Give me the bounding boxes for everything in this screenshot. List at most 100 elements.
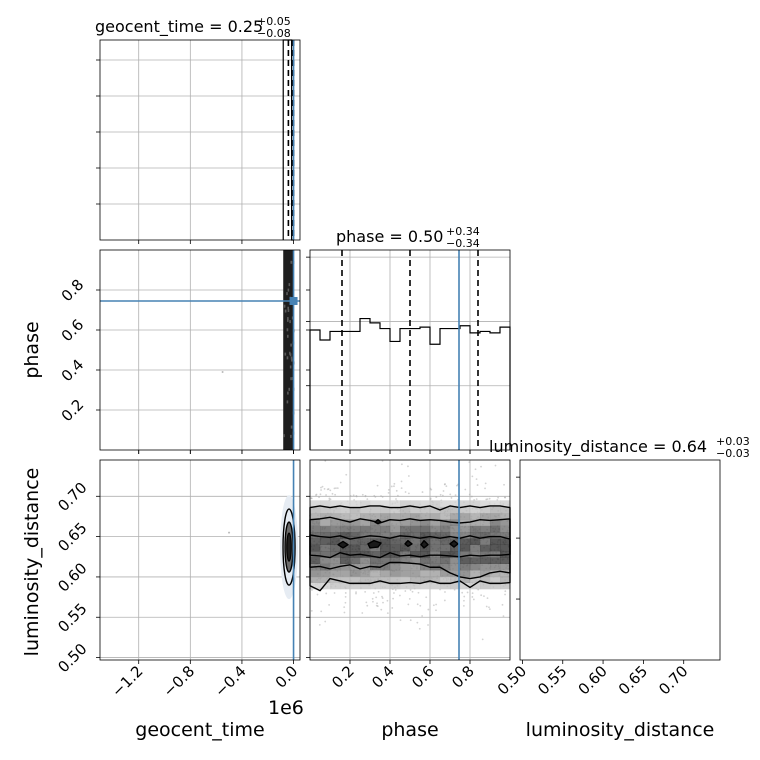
sample-point (316, 593, 319, 596)
density-cell (490, 576, 501, 583)
density-cell (390, 582, 401, 590)
density-cell (340, 544, 351, 552)
density-cell (360, 519, 371, 526)
density-cell (500, 512, 511, 520)
sample-point (407, 465, 409, 468)
sample-point (399, 619, 402, 622)
density-cell (490, 582, 501, 590)
density-cell (480, 500, 491, 507)
sample-point (355, 591, 357, 594)
hist-geocent-time-frame (99, 39, 301, 241)
density-cell (310, 582, 321, 590)
density-cell (440, 532, 451, 539)
sample-point (333, 487, 336, 490)
density-cell (470, 576, 481, 583)
density-cell (450, 506, 461, 514)
density-cell (340, 582, 351, 590)
hist-phase-frame (309, 249, 511, 451)
density-cell (320, 551, 331, 558)
density-cell (400, 538, 411, 545)
density-distance-vs-phase-points (309, 459, 511, 641)
density-cell (380, 512, 391, 520)
density-cell (480, 532, 491, 539)
sample-point (486, 498, 489, 501)
sample-density-cell (290, 343, 292, 347)
density-cell (470, 570, 481, 577)
density-cell (460, 532, 471, 539)
sample-point (439, 493, 442, 496)
density-cell (370, 576, 381, 583)
sample-point (429, 497, 432, 500)
xlabel-geocent-time: geocent_time (135, 719, 264, 741)
density-cell (440, 525, 451, 533)
sample-point (417, 591, 420, 594)
density-cell (410, 538, 421, 545)
ylabel-luminosity-distance: luminosity_distance (21, 468, 43, 657)
scatter-distance-vs-geocent-time-samples (228, 460, 299, 660)
sample-point (463, 595, 466, 598)
sample-point (443, 599, 446, 602)
sample-point (488, 497, 491, 500)
density-cell (480, 512, 491, 520)
density-cell (430, 519, 441, 526)
sample-density-cell (286, 328, 289, 332)
sample-density-cell (290, 356, 293, 360)
sample-point (325, 494, 327, 496)
sample-point (504, 496, 507, 499)
density-cell (350, 532, 361, 539)
sample-point (339, 481, 342, 484)
sample-point (407, 475, 410, 477)
density-cell (430, 557, 441, 564)
sample-point (364, 591, 367, 593)
density-cell (340, 519, 351, 526)
sample-density-cell (288, 283, 291, 287)
ytick-label-distance: 0.65 (54, 519, 90, 555)
sample-point (392, 597, 394, 600)
density-cell (450, 570, 461, 577)
density-cell (420, 544, 431, 552)
hist-geocent-time-grid (100, 40, 300, 240)
density-cell (310, 544, 321, 552)
density-cell (500, 525, 511, 533)
density-cell (340, 506, 351, 514)
density-cell (420, 512, 431, 520)
density-cell (310, 519, 321, 526)
sample-point (391, 607, 394, 609)
sample-density-cell (290, 425, 293, 429)
sample-point (425, 596, 428, 599)
density-cell (370, 506, 381, 514)
ytick-label-distance: 0.55 (54, 600, 90, 636)
sample-point (471, 592, 474, 595)
density-cell (490, 512, 501, 520)
sample-point (472, 598, 475, 601)
density-cell (350, 582, 361, 590)
density-cell (340, 563, 351, 571)
sample-point (355, 592, 357, 595)
density-cell (490, 551, 501, 558)
sample-point (375, 596, 378, 599)
density-cell (450, 500, 461, 507)
density-cell (400, 551, 411, 558)
density-cell (360, 544, 371, 552)
ytick-label-distance: 0.50 (54, 640, 90, 676)
density-cell (460, 551, 471, 558)
xtick-label-phase: 0.2 (328, 662, 358, 692)
sample-point (318, 496, 320, 499)
density-cell (310, 500, 321, 507)
density-cell (410, 563, 421, 571)
sample-point (334, 493, 337, 496)
sample-density-cell (288, 387, 291, 391)
sample-point (444, 591, 446, 593)
sample-point (365, 601, 368, 604)
sample-point (461, 591, 464, 594)
density-cell (440, 551, 451, 558)
density-cell (460, 544, 471, 552)
density-cell (460, 582, 471, 590)
sample-point (333, 592, 336, 594)
density-cell (390, 512, 401, 520)
sample-density-cell (283, 304, 286, 308)
density-cell (400, 519, 411, 526)
sample-point (404, 491, 407, 493)
contour-line (367, 539, 382, 549)
density-cell (400, 570, 411, 577)
